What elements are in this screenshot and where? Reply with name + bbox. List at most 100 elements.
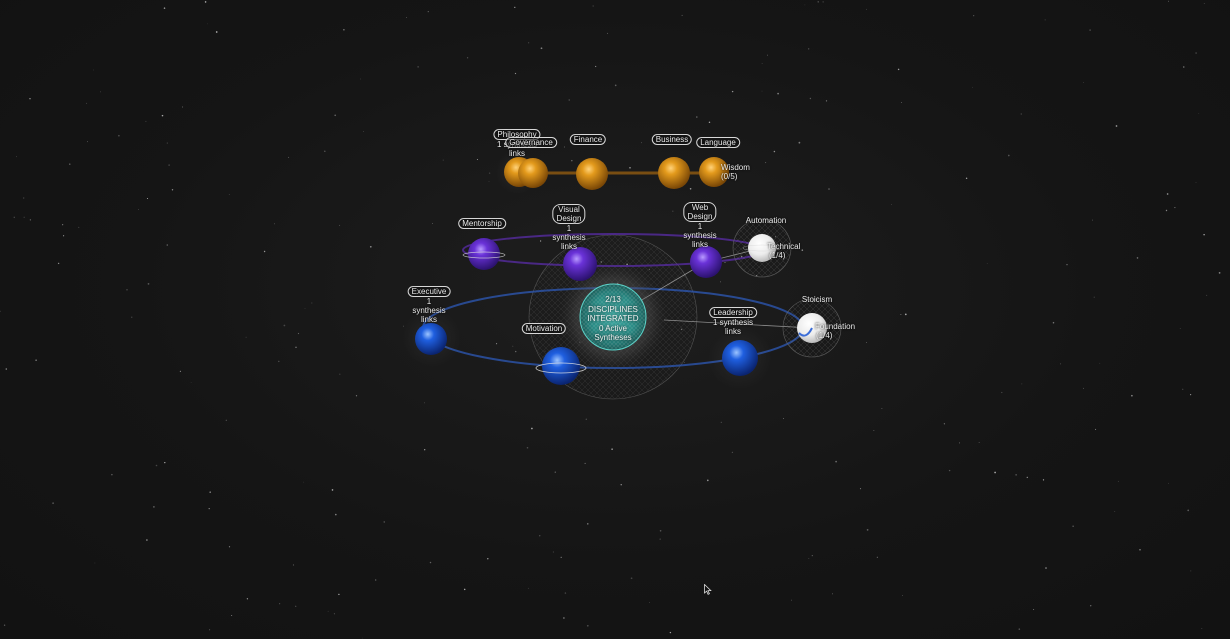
star [552,551,554,553]
star [1203,233,1205,236]
planet-leadership[interactable] [722,340,758,376]
label-language[interactable]: Language [696,137,740,148]
star [324,150,326,153]
label-executive[interactable]: Executive 1 synthesis links [407,286,451,324]
star [209,629,211,631]
star [965,177,968,179]
star [94,562,96,564]
star [811,555,813,557]
star [515,350,517,353]
star [866,529,869,531]
star [295,346,297,349]
star [801,249,804,251]
planet-web-design[interactable] [690,246,722,278]
star [659,529,662,532]
star [808,558,810,559]
star [765,162,767,164]
label-leadership[interactable]: Leadership 1 synthesis links [709,307,757,336]
star [35,359,37,361]
star [1007,154,1010,157]
label-visual-design[interactable]: Visual Design 1 synthesis links [552,204,586,251]
star [689,188,692,190]
label-technical[interactable]: Technical (1/4) [767,242,800,260]
star [564,146,566,148]
progress-label-1: DISCIPLINES [588,304,638,314]
star [978,442,980,443]
star [442,159,444,161]
planet-governance[interactable] [518,158,548,188]
planet-automation[interactable] [748,234,776,262]
star [808,48,810,50]
star [1198,113,1200,114]
star [1195,182,1197,183]
star [1117,480,1119,482]
star [531,427,533,430]
label-finance[interactable]: Finance [569,134,607,145]
star [514,72,517,75]
label-stoicism[interactable]: Stoicism [802,295,832,304]
star [87,141,88,143]
star [641,142,642,144]
label-foundation[interactable]: Foundation (1/4) [815,322,855,340]
star [13,216,16,219]
label-governance-name: Governance [505,137,557,148]
star [339,224,341,226]
star [527,587,529,589]
planet-motivation[interactable] [542,347,580,385]
star [29,97,31,100]
label-wisdom[interactable]: Wisdom (0/5) [721,163,750,181]
star [245,336,247,338]
planet-language[interactable] [699,157,729,187]
core-progress-text: 2/13 DISCIPLINES INTEGRATED 0 Active Syn… [578,295,648,343]
star [424,402,425,404]
label-automation[interactable]: Automation [746,216,786,225]
star [488,172,491,174]
label-business[interactable]: Business [651,134,693,145]
star [57,262,60,265]
label-foundation-name: Foundation [815,322,856,331]
star [429,561,432,564]
star [720,281,721,283]
label-automation-name: Automation [745,216,787,225]
star [383,521,385,523]
star [629,166,631,169]
planet-finance[interactable] [576,158,608,190]
star [335,513,337,516]
star [424,449,426,451]
label-philosophy-sub2: links [508,149,526,158]
star [146,197,149,200]
star [1060,363,1062,365]
star [153,506,155,508]
star [1115,125,1118,127]
star [283,324,286,327]
star [131,316,133,318]
star [209,491,211,493]
star [620,484,622,486]
planet-executive[interactable] [415,323,447,355]
star [708,121,711,124]
planet-mentorship[interactable] [468,238,500,270]
star [773,150,776,153]
star [554,471,556,473]
label-governance[interactable]: Governance [505,137,557,148]
star [948,469,951,472]
star [825,100,828,102]
star [29,219,32,221]
star [338,593,340,596]
label-web-design[interactable]: Web Design 1 synthesis links [683,202,717,249]
planet-visual-design[interactable] [563,247,597,281]
star [406,17,407,18]
star [432,223,433,225]
star [171,189,174,191]
star [292,564,295,566]
star [897,68,900,71]
star [145,120,147,122]
star [526,447,529,449]
label-motivation[interactable]: Motivation [521,323,567,334]
planet-business[interactable] [658,157,690,189]
star [163,7,166,9]
star [595,65,597,68]
label-mentorship[interactable]: Mentorship [458,218,506,229]
